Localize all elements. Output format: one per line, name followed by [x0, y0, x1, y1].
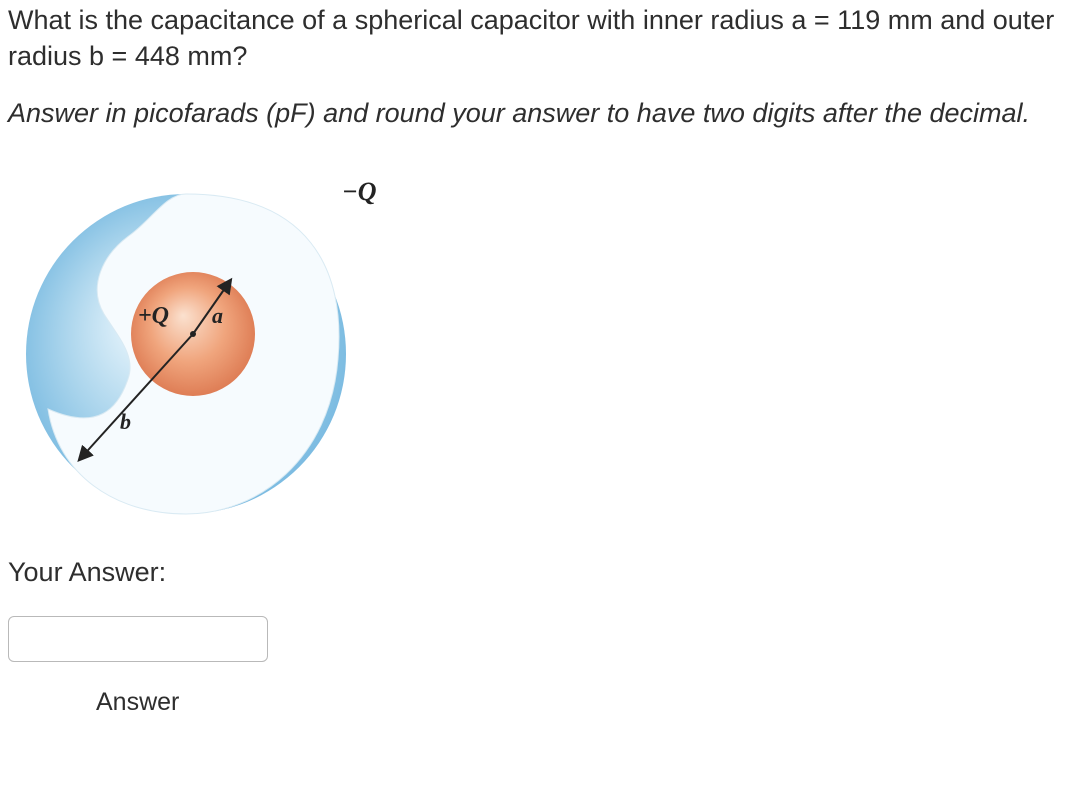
question-instruction: Answer in picofarads (pF) and round your… [8, 95, 1078, 131]
label-plus-q: +Q [138, 303, 169, 330]
question-text: What is the capacitance of a spherical c… [8, 2, 1078, 75]
answer-row [8, 616, 1078, 662]
answer-input[interactable] [8, 616, 268, 662]
answer-caption: Answer [96, 688, 1078, 717]
capacitor-diagram: −Q +Q a b [8, 159, 428, 539]
capacitor-svg [8, 159, 428, 539]
question-block: What is the capacitance of a spherical c… [0, 2, 1090, 717]
label-b: b [120, 409, 131, 435]
your-answer-label: Your Answer: [8, 557, 1078, 588]
label-minus-q: −Q [342, 177, 377, 207]
label-a: a [212, 303, 223, 329]
